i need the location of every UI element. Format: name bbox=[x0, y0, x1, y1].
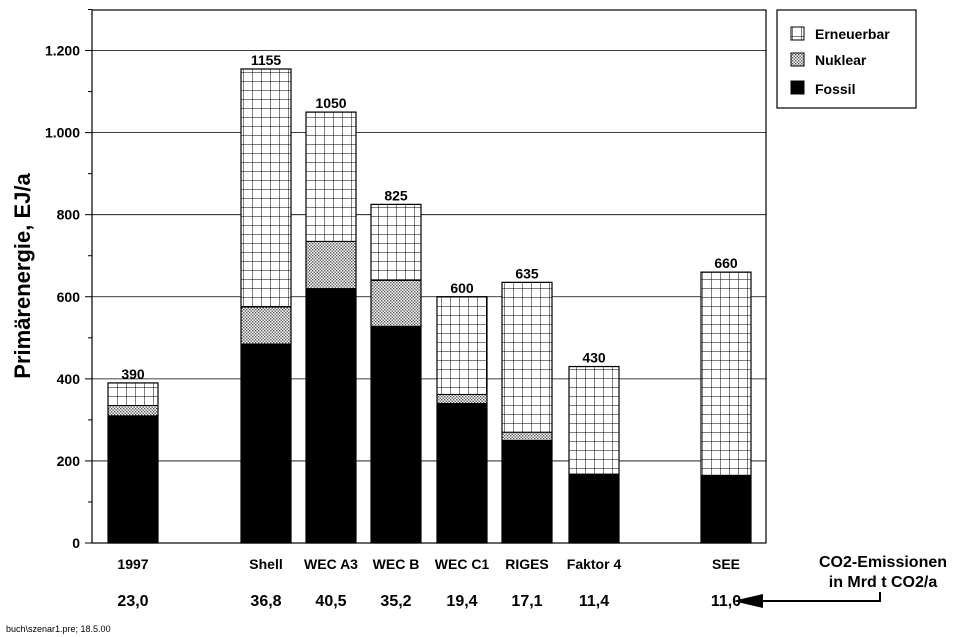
footnote: buch\szenar1.pre; 18.5.00 bbox=[6, 624, 111, 634]
y-tick-label: 800 bbox=[57, 207, 81, 223]
bar-segment-erneuerbar bbox=[371, 204, 421, 280]
y-tick-label: 1.000 bbox=[45, 125, 80, 141]
bar-segment-erneuerbar bbox=[569, 367, 619, 475]
bar-segment-erneuerbar bbox=[306, 112, 356, 241]
bar-total-label: 1050 bbox=[315, 95, 346, 111]
legend-swatch-fossil bbox=[791, 81, 804, 94]
bar-segment-nuklear bbox=[502, 432, 552, 440]
x-tick-label: SEE bbox=[712, 556, 740, 572]
y-tick-label: 1.200 bbox=[45, 43, 80, 59]
co2-annotation-arrow bbox=[760, 592, 880, 601]
bar-total-label: 1155 bbox=[251, 52, 282, 68]
emission-label: 36,8 bbox=[250, 593, 281, 610]
bar-segment-erneuerbar bbox=[241, 69, 291, 307]
legend: Erneuerbar Nuklear Fossil bbox=[777, 10, 916, 108]
y-tick-label: 600 bbox=[57, 289, 81, 305]
x-tick-label: Shell bbox=[249, 556, 282, 572]
co2-annotation-line1: CO2-Emissionen bbox=[819, 554, 947, 571]
plot-frame bbox=[92, 10, 766, 543]
bar-total-label: 390 bbox=[121, 366, 145, 382]
legend-label-erneuerbar: Erneuerbar bbox=[815, 26, 890, 42]
legend-label-nuklear: Nuklear bbox=[815, 52, 867, 68]
bar-segment-fossil bbox=[371, 326, 421, 543]
emission-label: 11,4 bbox=[579, 593, 609, 610]
bar-segment-fossil bbox=[701, 475, 751, 543]
bar-total-label: 660 bbox=[714, 255, 738, 271]
y-axis: 0 200 400 600 800 1.000 1.200 bbox=[45, 9, 92, 551]
bar-segment-fossil bbox=[569, 474, 619, 543]
emission-label: 23,0 bbox=[117, 593, 148, 610]
gridlines bbox=[92, 51, 766, 461]
emission-label: 40,5 bbox=[315, 593, 346, 610]
bar-total-label: 825 bbox=[384, 187, 408, 203]
bar-segment-erneuerbar bbox=[701, 272, 751, 475]
bar-segment-nuklear bbox=[437, 394, 487, 403]
bar-segment-fossil bbox=[502, 440, 552, 543]
bar-segment-nuklear bbox=[241, 307, 291, 344]
x-tick-label: 1997 bbox=[117, 556, 148, 572]
bar-segment-nuklear bbox=[371, 280, 421, 326]
legend-swatch-erneuerbar bbox=[791, 27, 804, 40]
y-tick-label: 200 bbox=[57, 453, 81, 469]
x-tick-label: WEC B bbox=[373, 556, 420, 572]
y-tick-label: 0 bbox=[72, 535, 80, 551]
bar-labels: 390 1997 23,0 1155 Shell 36,8 1050 WEC A3 40,5 82… bbox=[117, 52, 741, 610]
bars bbox=[108, 69, 751, 543]
emission-label: 35,2 bbox=[380, 593, 411, 610]
bar-total-label: 635 bbox=[515, 265, 539, 281]
bar-segment-fossil bbox=[108, 416, 158, 543]
x-tick-label: WEC A3 bbox=[304, 556, 358, 572]
x-tick-label: RIGES bbox=[505, 556, 549, 572]
emission-label: 19,4 bbox=[446, 593, 477, 610]
bar-segment-erneuerbar bbox=[437, 297, 487, 395]
bar-segment-erneuerbar bbox=[108, 383, 158, 406]
bar-segment-fossil bbox=[437, 403, 487, 543]
bar-segment-fossil bbox=[306, 289, 356, 543]
y-tick-label: 400 bbox=[57, 371, 81, 387]
bar-segment-nuklear bbox=[108, 406, 158, 416]
x-tick-label: WEC C1 bbox=[435, 556, 490, 572]
co2-annotation-line2: in Mrd t CO2/a bbox=[829, 574, 938, 591]
bar-total-label: 600 bbox=[450, 280, 474, 296]
bar-segment-fossil bbox=[241, 344, 291, 543]
y-axis-label: Primärenergie, EJ/a bbox=[10, 173, 35, 379]
x-tick-label: Faktor 4 bbox=[567, 556, 622, 572]
bar-total-label: 430 bbox=[582, 350, 606, 366]
legend-swatch-nuklear bbox=[791, 53, 804, 66]
bar-segment-erneuerbar bbox=[502, 282, 552, 432]
bar-segment-nuklear bbox=[306, 241, 356, 288]
emission-label: 17,1 bbox=[511, 593, 542, 610]
legend-label-fossil: Fossil bbox=[815, 81, 855, 97]
